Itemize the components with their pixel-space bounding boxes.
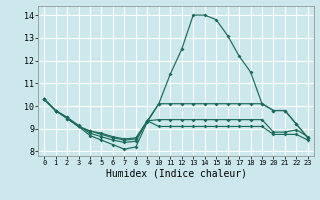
X-axis label: Humidex (Indice chaleur): Humidex (Indice chaleur): [106, 169, 246, 179]
